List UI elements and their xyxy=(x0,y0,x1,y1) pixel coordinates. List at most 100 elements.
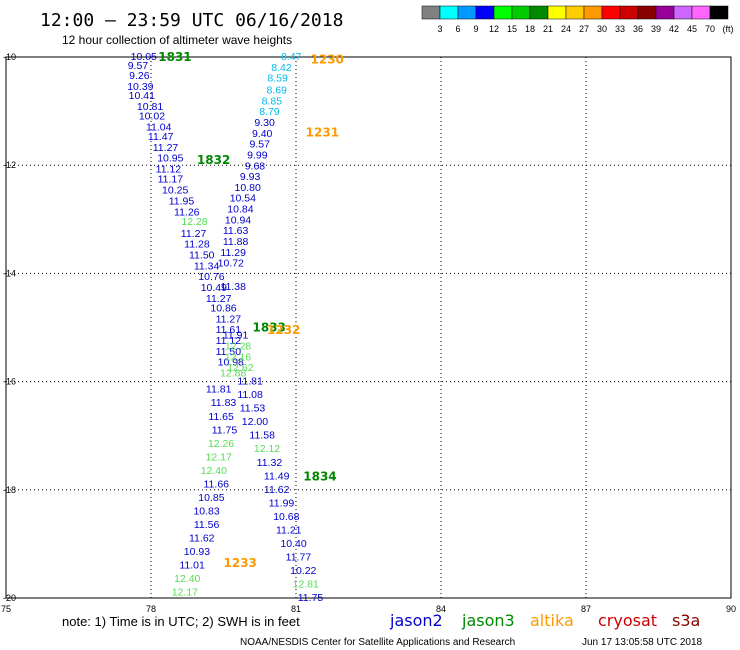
y-tick-label: -18 xyxy=(3,485,16,495)
legend-label: 33 xyxy=(615,24,625,34)
data-point-label: 11.12 xyxy=(156,164,182,176)
data-point-label: 12.16 xyxy=(225,351,251,363)
data-point-label: 10.95 xyxy=(157,153,183,165)
x-tick-label: 84 xyxy=(436,604,446,614)
data-point-label: 12.81 xyxy=(293,578,319,590)
data-point-label: 12.40 xyxy=(174,573,200,585)
data-point-label: 10.40 xyxy=(280,538,306,550)
data-point-label: 10.72 xyxy=(218,258,244,270)
data-point-label: 10.93 xyxy=(184,546,210,558)
legend-swatch xyxy=(421,5,441,20)
data-point-label: 11.32 xyxy=(257,457,283,469)
data-point-label: 8.42 xyxy=(271,62,292,74)
data-point-label: 11.58 xyxy=(249,430,275,442)
data-point-label: 11.62 xyxy=(264,484,290,496)
data-point-label: 12.00 xyxy=(242,416,268,428)
data-point-label: 11.50 xyxy=(189,250,215,262)
y-tick-label: -16 xyxy=(3,377,16,387)
data-point-label: 11.27 xyxy=(216,313,242,325)
chart-subtitle: 12 hour collection of altimeter wave hei… xyxy=(62,33,292,47)
satellite-label-s3a: s3a xyxy=(672,611,700,630)
data-point-label: 10.25 xyxy=(162,185,188,197)
data-point-label: 10.76 xyxy=(198,271,224,283)
legend-label: (ft) xyxy=(723,24,734,34)
legend-label: 24 xyxy=(561,24,571,34)
data-point-label: 11.75 xyxy=(212,424,238,436)
satellite-label-jason3: jason3 xyxy=(461,611,515,630)
data-point-label: 10.98 xyxy=(218,357,244,369)
data-point-label: 8.85 xyxy=(262,95,283,107)
data-point-label: 10.05 xyxy=(131,51,157,63)
data-point-label: 10.80 xyxy=(235,182,261,194)
series-altika: 8.478.428.598.698.858.799.309.409.579.99… xyxy=(218,51,324,604)
legend-label: 21 xyxy=(543,24,553,34)
legend-swatch xyxy=(583,5,603,20)
data-point-label: 11.81 xyxy=(237,376,263,388)
data-point-label: 11.38 xyxy=(220,281,246,293)
data-point-label: 11.91 xyxy=(223,330,249,342)
legend-swatch xyxy=(511,5,531,20)
x-tick-label: 78 xyxy=(146,604,156,614)
y-tick-label: -20 xyxy=(3,593,16,603)
data-point-label: 8.47 xyxy=(281,51,302,63)
legend-swatch xyxy=(637,5,657,20)
footer-credit: NOAA/NESDIS Center for Satellite Applica… xyxy=(240,637,515,648)
data-point-label: 12.40 xyxy=(201,465,227,477)
legend-label: 9 xyxy=(473,24,478,34)
data-point-label: 11.61 xyxy=(216,324,242,336)
legend-label: 6 xyxy=(455,24,460,34)
data-point-label: 10.68 xyxy=(273,511,299,523)
data-point-label: 11.99 xyxy=(269,497,295,509)
legend-label: 12 xyxy=(489,24,499,34)
data-point-label: 9.30 xyxy=(254,117,275,129)
data-point-label: 11.88 xyxy=(223,236,249,248)
x-tick-label: 87 xyxy=(581,604,591,614)
data-point-label: 12.17 xyxy=(172,587,198,599)
data-point-label: 8.59 xyxy=(267,73,288,85)
legend-swatch xyxy=(547,5,567,20)
data-point-label: 9.93 xyxy=(240,171,261,183)
satellite-label-altika: altika xyxy=(530,611,574,630)
plot-area: 75 78 81 84 87 90-10-12-14-16-18-2010.059.579… xyxy=(1,50,736,614)
data-point-label: 10.94 xyxy=(225,214,251,226)
x-tick-label: 90 xyxy=(726,604,736,614)
time-label: 1232 xyxy=(267,323,300,337)
legend-swatch xyxy=(691,5,711,20)
data-point-label: 11.04 xyxy=(146,121,172,133)
data-point-label: 11.77 xyxy=(286,551,312,563)
satellite-label-jason2: jason2 xyxy=(389,611,443,630)
data-point-label: 11.29 xyxy=(220,247,246,259)
legend-label: 70 xyxy=(705,24,715,34)
data-point-label: 11.83 xyxy=(211,397,237,409)
legend-label: 36 xyxy=(633,24,643,34)
time-label: 1834 xyxy=(303,469,336,483)
time-label: 1233 xyxy=(224,556,257,570)
legend-swatch xyxy=(709,5,729,20)
data-point-label: 11.47 xyxy=(148,131,174,143)
series-jason3: 10.059.579.2610.3910.4110.8110.0211.0411… xyxy=(127,51,246,599)
data-point-label: 11.28 xyxy=(184,239,210,251)
data-point-label: 12.12 xyxy=(254,443,280,455)
data-point-label: 11.81 xyxy=(206,384,232,396)
legend-label: 30 xyxy=(597,24,607,34)
data-point-label: 11.17 xyxy=(158,173,184,185)
footer-timestamp: Jun 17 13:05:58 UTC 2018 xyxy=(582,637,703,648)
data-point-label: 9.99 xyxy=(247,149,268,161)
satellite-legend: jason2 jason3 altika cryosat s3a xyxy=(389,611,700,630)
legend-label: 42 xyxy=(669,24,679,34)
data-point-label: 11.75 xyxy=(298,592,324,604)
legend-swatch xyxy=(475,5,495,20)
data-point-label: 9.68 xyxy=(245,160,266,172)
legend-swatch xyxy=(493,5,513,20)
data-point-label: 11.95 xyxy=(169,195,195,207)
legend-label: 27 xyxy=(579,24,589,34)
data-point-label: 9.40 xyxy=(252,128,273,140)
data-point-label: 10.02 xyxy=(139,111,165,123)
legend-label: 15 xyxy=(507,24,517,34)
data-point-label: 12.62 xyxy=(227,362,253,374)
legend-swatch xyxy=(565,5,585,20)
chart-title: 12:00 — 23:59 UTC 06/16/2018 xyxy=(40,10,343,31)
data-point-label: 12.28 xyxy=(181,216,207,228)
data-point-label: 10.84 xyxy=(227,204,253,216)
time-label: 1230 xyxy=(311,53,344,67)
